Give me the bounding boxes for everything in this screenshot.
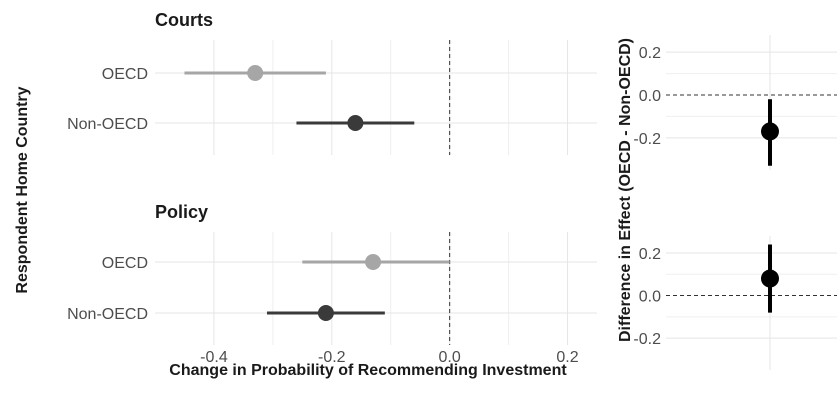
y-tick-label: Non-OECD <box>67 116 148 133</box>
courts-panel: OECD Non-OECD <box>67 40 597 155</box>
panel-title-courts: Courts <box>155 10 213 30</box>
y-tick-label: 0.2 <box>639 246 661 263</box>
y-tick-label: Non-OECD <box>67 306 148 323</box>
y-tick-label: 0.0 <box>639 289 661 306</box>
y-tick-label: -0.2 <box>633 331 661 348</box>
policy-panel: -0.4 -0.2 0.0 0.2 OECD Non-OECD <box>67 232 597 366</box>
point-estimate <box>761 122 779 141</box>
y-tick-label: 0.2 <box>639 45 661 62</box>
x-axis-title: Change in Probability of Recommending In… <box>169 362 567 379</box>
x-tick-label: -0.4 <box>200 349 228 366</box>
right-y-axis-title: Difference in Effect (OECD - Non-OECD) <box>617 38 634 342</box>
y-tick-label: -0.2 <box>633 131 661 148</box>
point-estimate <box>317 305 334 321</box>
point-estimate <box>761 269 779 288</box>
panel-title-policy: Policy <box>155 202 208 222</box>
x-tick-label: 0.0 <box>439 349 461 366</box>
y-tick-label: OECD <box>102 255 148 272</box>
y-tick-label: OECD <box>102 66 148 83</box>
y-tick-label: 0.0 <box>639 88 661 105</box>
x-tick-label: -0.2 <box>318 349 346 366</box>
point-estimate <box>347 115 364 131</box>
point-estimate <box>365 254 382 270</box>
x-tick-label: 0.2 <box>556 349 578 366</box>
point-estimate <box>247 65 264 81</box>
difference-panel-policy: 0.2 0.0 -0.2 <box>633 236 837 370</box>
difference-panel-courts: 0.2 0.0 -0.2 <box>633 35 837 170</box>
left-y-axis-title: Respondent Home Country <box>14 86 31 293</box>
